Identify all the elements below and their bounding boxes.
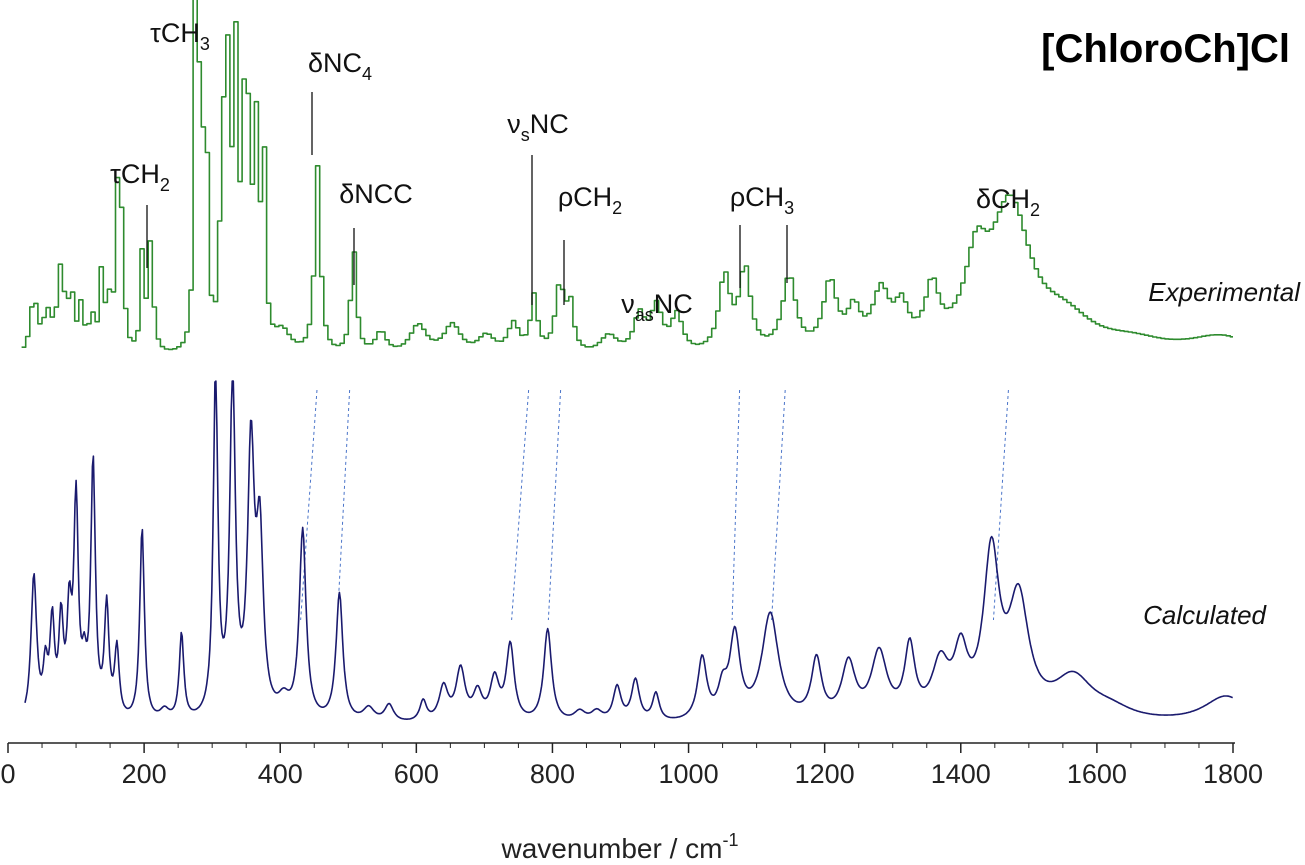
series-line-calculated	[24, 380, 1233, 720]
x-tick-label-600: 600	[394, 759, 439, 789]
series-label-calculated: Calculated	[1143, 600, 1267, 630]
band-label-5: ρCH2	[558, 182, 622, 218]
band-label-subscript: 3	[200, 34, 210, 54]
band-label-7: ρCH3	[730, 182, 794, 218]
band-label-2: τCH2	[110, 159, 170, 195]
band-label-tail: NC	[654, 289, 693, 319]
band-guides	[300, 389, 1009, 621]
x-tick-label-1200: 1200	[795, 759, 855, 789]
band-label-main: τCH	[150, 18, 200, 48]
band-label-subscript: s	[521, 125, 530, 145]
band-label-subscript: 4	[362, 64, 372, 84]
x-tick-label-1600: 1600	[1067, 759, 1127, 789]
band-label-subscript: 2	[612, 198, 622, 218]
band-guide-4	[731, 389, 741, 621]
x-ticks: 0 200 400 600 800 1000 1200 1400 1600 1800	[0, 743, 1263, 789]
band-label-8: δCH2	[976, 184, 1040, 220]
band-label-4: νsNC	[507, 109, 569, 145]
band-label-subscript: 2	[1030, 200, 1040, 220]
band-label-6: νasNC	[621, 289, 693, 325]
band-label-subscript: 3	[784, 198, 794, 218]
band-label-main: δCH	[976, 184, 1030, 214]
band-label-1: δNC4	[308, 48, 372, 84]
band-label-main: ρCH	[730, 182, 784, 212]
band-label-main: ν	[621, 289, 635, 319]
band-guide-5	[771, 389, 786, 621]
band-label-3: δNCC	[339, 179, 413, 209]
band-label-main: δNC	[308, 48, 362, 78]
band-guide-0	[300, 389, 318, 621]
x-tick-label-200: 200	[122, 759, 167, 789]
band-label-main: ρCH	[558, 182, 612, 212]
band-guide-3	[547, 389, 562, 621]
band-label-tail: NC	[530, 109, 569, 139]
series-line-experimental	[21, 0, 1233, 351]
band-guide-1	[336, 389, 351, 621]
x-axis-label: wavenumber / cm-1	[501, 830, 739, 864]
x-tick-label-800: 800	[530, 759, 575, 789]
band-label-main: ν	[507, 109, 521, 139]
x-tick-label-1400: 1400	[931, 759, 991, 789]
band-label-main: δNCC	[339, 179, 413, 209]
x-axis-label-text: wavenumber / cm	[501, 833, 723, 864]
series-label-experimental: Experimental	[1148, 277, 1301, 307]
x-axis-label-superscript: -1	[722, 830, 738, 850]
band-label-0: τCH3	[150, 18, 210, 54]
chart-title: [ChloroCh]Cl	[1041, 27, 1290, 71]
x-tick-label-0: 0	[0, 759, 15, 789]
band-label-subscript: 2	[160, 175, 170, 195]
band-label-main: τCH	[110, 159, 160, 189]
band-guide-2	[511, 389, 530, 621]
band-label-subscript: as	[635, 305, 654, 325]
x-tick-label-1800: 1800	[1203, 759, 1263, 789]
x-tick-label-1000: 1000	[659, 759, 719, 789]
x-tick-label-400: 400	[258, 759, 303, 789]
series-group	[21, 0, 1233, 720]
band-guide-6	[992, 389, 1009, 621]
